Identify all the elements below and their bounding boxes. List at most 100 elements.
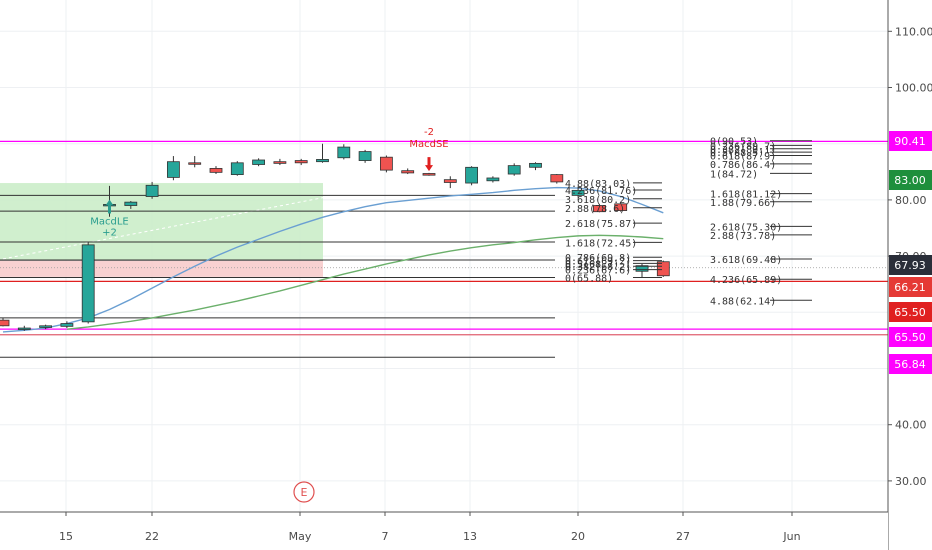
y-tick-label: 80.00 [895, 194, 927, 207]
price-badge-label: 65.50 [894, 331, 926, 344]
fib-label-left: 0(65.88) [565, 273, 613, 284]
candle-body [209, 168, 223, 173]
price-badge [889, 302, 932, 322]
candle-body [401, 170, 415, 174]
price-badge-label: 67.93 [894, 259, 926, 272]
candle-body [273, 161, 287, 164]
fib-label-right: 1.618(81.12) [710, 190, 782, 201]
candle-body [230, 162, 244, 176]
event-marker [293, 481, 315, 503]
signal-count-long: +2 [102, 228, 117, 239]
fib-label-right: 4.236(65.89) [710, 275, 782, 286]
price-badge-label: 65.50 [894, 306, 926, 319]
zone-layer [0, 183, 324, 277]
candle-body [614, 203, 628, 211]
fib-label-left: 0.5(68.7) [565, 259, 619, 270]
x-axis-background [0, 512, 888, 550]
candle-body [593, 205, 606, 213]
signal-arrow-up [105, 199, 114, 214]
price-badge [889, 354, 932, 374]
candle-body [443, 179, 457, 183]
signal-label-short: MacdSE [409, 139, 448, 150]
fib-label-right: 4.88(62.14) [710, 296, 776, 307]
candle-body [60, 323, 74, 327]
fib-label-left: 4.88(83.03) [565, 179, 631, 190]
candle-body [422, 173, 436, 176]
event-marker-label: E [301, 486, 308, 499]
candle-body [81, 244, 95, 323]
candle-body [358, 151, 372, 161]
fib-label-right: 1(84.72) [710, 169, 758, 180]
x-tick-label: Jun [782, 530, 800, 543]
price-badge [889, 327, 932, 347]
candle-body [252, 159, 266, 165]
price-badge-label: 66.21 [894, 281, 926, 294]
candle-body [188, 162, 202, 165]
x-tick-label: 15 [59, 530, 73, 543]
fib-label-left: 0.236(67.6) [565, 266, 631, 277]
fib-layer: 4.88(83.03)4.236(81.76)3.618(80.2)2.88(7… [565, 137, 812, 307]
x-tick-label: 20 [571, 530, 585, 543]
price-badge [889, 277, 932, 297]
fib-label-left: 0.786(69.8) [565, 253, 631, 264]
signal-arrow-down [425, 157, 433, 172]
price-badge-label: 83.00 [894, 174, 926, 187]
fib-label-right: 0(90.53) [710, 137, 758, 148]
fib-label-left: 0.382(68.2) [565, 262, 631, 273]
price-badge-label: 90.41 [894, 135, 926, 148]
projection-line [2, 197, 324, 260]
candle-body [166, 161, 180, 178]
fib-label-right: 2.88(73.78) [710, 231, 776, 242]
fib-label-right: 0.5(88.5) [710, 148, 764, 159]
x-tick-label: 7 [382, 530, 389, 543]
candle-body [486, 177, 500, 182]
candle-body [39, 325, 52, 328]
candle-layer [0, 143, 670, 331]
fib-label-left: 1.618(72.45) [565, 238, 637, 249]
fib-label-right: 3.618(69.48) [710, 255, 782, 266]
stop-zone [0, 260, 323, 277]
moving-average-line [2, 186, 664, 333]
x-tick-label: 22 [145, 530, 159, 543]
target-zone [0, 183, 323, 261]
candle-body [656, 261, 670, 277]
fib-label-right: 0.236(89.7) [710, 141, 776, 152]
price-badge [889, 131, 932, 151]
candle-body [571, 189, 585, 196]
candle-body [550, 174, 564, 183]
candle-body [507, 165, 521, 175]
fib-label-left: 4.236(81.76) [565, 186, 637, 197]
signal-count-short: -2 [424, 127, 434, 138]
x-tick-label: 13 [463, 530, 477, 543]
fib-label-left: 3.618(80.2) [565, 195, 631, 206]
candle-body [337, 146, 351, 159]
fib-label-left: 2.88(78.6) [565, 204, 625, 215]
y-tick-label: 100.00 [895, 82, 932, 95]
x-tick-label: 27 [676, 530, 690, 543]
y-tick-label: 40.00 [895, 419, 927, 432]
fib-label-right: 0.618(87.9) [710, 152, 776, 163]
candle-body [529, 162, 542, 168]
fib-label-right: 0.382(89.1) [710, 145, 776, 156]
moving-average-layer [2, 186, 664, 333]
signal-label-long: MacdLE [90, 217, 129, 228]
moving-average-line [66, 234, 664, 330]
fib-label-left: 0.618(69.2) [565, 257, 631, 268]
x-tick-label: May [289, 530, 312, 543]
candle-body [124, 201, 138, 206]
candle-body [465, 166, 479, 184]
candle-body [294, 160, 308, 164]
price-badge-layer: 90.41 83.00 67.93 66.21 65.50 65.50 56.84 [889, 131, 932, 374]
candle-body [145, 184, 159, 197]
price-badge [889, 255, 932, 275]
candle-body [316, 159, 329, 163]
fib-label-right: 0.786(86.4) [710, 160, 776, 171]
price-badge-label: 56.84 [894, 358, 926, 371]
y-tick-label: 110.00 [895, 25, 932, 38]
fib-label-right: 1.88(79.66) [710, 198, 776, 209]
y-tick-label: 30.00 [895, 475, 927, 488]
candle-body [17, 327, 31, 330]
candle-body [635, 265, 649, 272]
